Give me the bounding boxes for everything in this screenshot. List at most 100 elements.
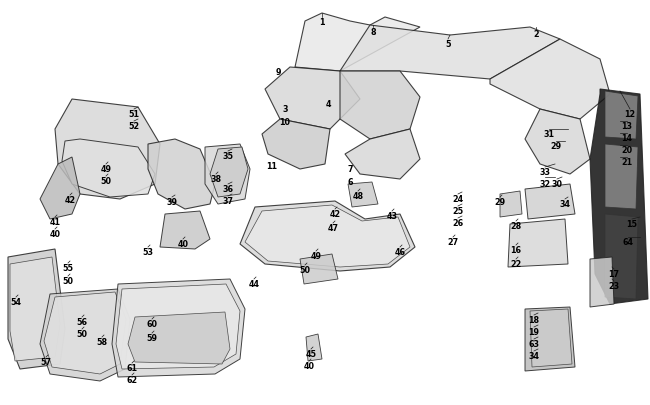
Text: 63: 63 (528, 339, 539, 348)
Text: 38: 38 (211, 175, 222, 183)
Text: 30: 30 (551, 179, 562, 189)
Text: 24: 24 (452, 194, 463, 203)
Polygon shape (340, 72, 420, 140)
Text: 2: 2 (533, 30, 539, 39)
Polygon shape (530, 309, 572, 367)
Text: 28: 28 (510, 222, 521, 230)
Polygon shape (40, 158, 80, 220)
Text: 34: 34 (560, 200, 571, 209)
Text: 35: 35 (222, 151, 233, 161)
Text: 49: 49 (101, 164, 112, 174)
Text: 19: 19 (528, 327, 539, 336)
Polygon shape (40, 289, 130, 381)
Text: 58: 58 (96, 337, 107, 346)
Polygon shape (245, 205, 410, 267)
Text: 15: 15 (627, 220, 638, 228)
Text: 41: 41 (49, 217, 60, 226)
Text: 34: 34 (528, 351, 539, 360)
Polygon shape (262, 120, 330, 170)
Text: 55: 55 (62, 263, 73, 272)
Text: 16: 16 (510, 245, 521, 254)
Text: 31: 31 (543, 130, 554, 139)
Text: 50: 50 (101, 177, 112, 185)
Text: 5: 5 (445, 40, 450, 49)
Text: 59: 59 (146, 333, 157, 342)
Polygon shape (345, 130, 420, 179)
Polygon shape (128, 312, 230, 364)
Text: 22: 22 (510, 259, 521, 269)
Polygon shape (306, 334, 322, 361)
Polygon shape (590, 90, 648, 304)
Polygon shape (160, 211, 210, 249)
Text: 1: 1 (319, 18, 325, 27)
Text: 50: 50 (77, 329, 88, 338)
Text: 62: 62 (127, 375, 138, 384)
Polygon shape (605, 92, 638, 140)
Polygon shape (525, 307, 575, 371)
Polygon shape (590, 257, 614, 307)
Text: 32: 32 (540, 179, 551, 189)
Text: 40: 40 (49, 230, 60, 239)
Text: 14: 14 (621, 134, 632, 143)
Text: 50: 50 (300, 265, 311, 274)
Polygon shape (605, 145, 638, 209)
Text: 26: 26 (452, 218, 463, 228)
Polygon shape (605, 215, 638, 299)
Text: 56: 56 (77, 317, 88, 326)
Polygon shape (210, 148, 248, 198)
Text: 3: 3 (282, 105, 288, 114)
Text: 7: 7 (347, 164, 353, 174)
Text: 48: 48 (352, 192, 363, 200)
Text: 45: 45 (306, 349, 317, 358)
Text: 54: 54 (10, 297, 21, 306)
Text: 6: 6 (347, 177, 353, 187)
Text: 39: 39 (166, 198, 177, 207)
Polygon shape (148, 140, 215, 209)
Text: 46: 46 (395, 247, 406, 256)
Polygon shape (240, 202, 415, 271)
Text: 43: 43 (387, 211, 398, 220)
Text: 11: 11 (266, 162, 278, 171)
Text: 42: 42 (330, 209, 341, 218)
Polygon shape (490, 40, 610, 120)
Text: 42: 42 (64, 196, 75, 205)
Text: 9: 9 (275, 68, 281, 77)
Polygon shape (295, 14, 420, 72)
Polygon shape (55, 100, 160, 200)
Text: 37: 37 (222, 196, 233, 205)
Polygon shape (525, 110, 590, 175)
Text: 20: 20 (621, 146, 632, 155)
Text: 64: 64 (623, 237, 634, 246)
Text: 60: 60 (146, 319, 157, 328)
Text: 52: 52 (129, 122, 140, 131)
Text: 40: 40 (304, 361, 315, 370)
Text: 53: 53 (142, 247, 153, 256)
Polygon shape (8, 249, 65, 369)
Text: 51: 51 (129, 110, 140, 119)
Text: 25: 25 (452, 207, 463, 215)
Polygon shape (10, 257, 60, 361)
Polygon shape (348, 183, 378, 207)
Polygon shape (62, 140, 155, 198)
Text: 21: 21 (621, 158, 632, 166)
Polygon shape (112, 279, 245, 377)
Text: 12: 12 (625, 110, 636, 119)
Text: 49: 49 (311, 252, 322, 260)
Polygon shape (205, 145, 250, 205)
Polygon shape (300, 254, 338, 284)
Text: 10: 10 (280, 118, 291, 127)
Text: 23: 23 (608, 281, 619, 290)
Text: 27: 27 (447, 237, 458, 246)
Polygon shape (508, 220, 568, 267)
Text: 57: 57 (40, 357, 51, 366)
Polygon shape (340, 26, 560, 80)
Text: 29: 29 (551, 142, 562, 151)
Polygon shape (265, 68, 360, 130)
Text: 17: 17 (608, 269, 619, 278)
Text: 50: 50 (62, 276, 73, 285)
Text: 29: 29 (495, 198, 506, 207)
Text: 44: 44 (248, 279, 259, 288)
Text: 8: 8 (370, 28, 376, 37)
Text: 13: 13 (621, 122, 632, 131)
Polygon shape (500, 192, 522, 217)
